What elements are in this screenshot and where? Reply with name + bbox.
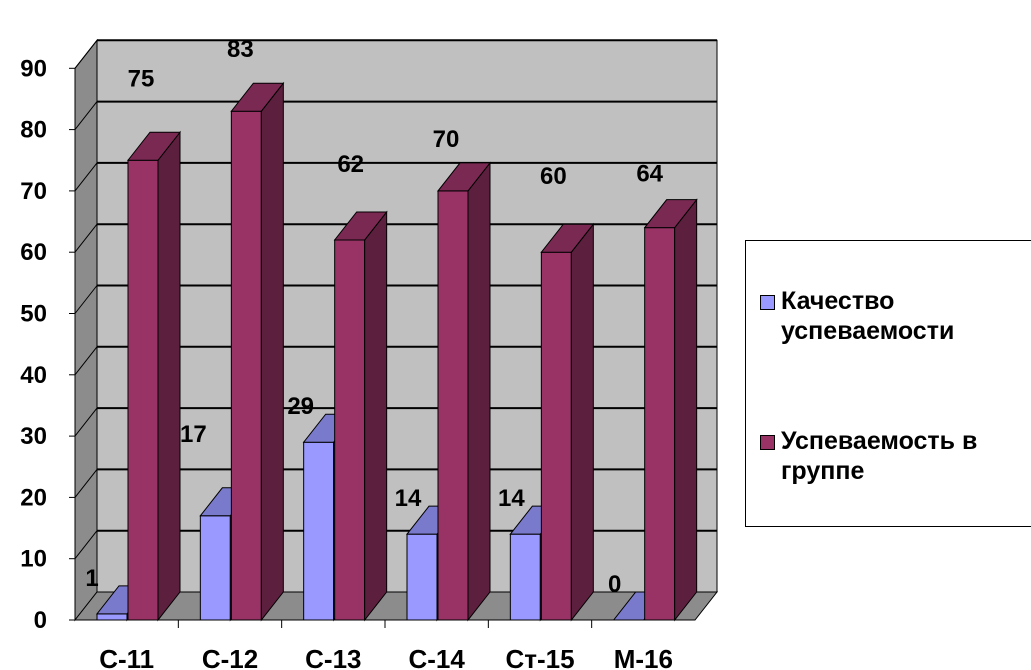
bar-side	[157, 130, 181, 622]
data-label: 60	[540, 163, 567, 190]
y-tick-label: 80	[20, 117, 47, 144]
gridline-side	[74, 223, 98, 253]
bar-top	[333, 211, 388, 241]
bar-front	[127, 159, 159, 621]
bar	[230, 81, 285, 622]
bar	[126, 130, 182, 622]
bar-top	[436, 162, 492, 192]
bar-front	[96, 613, 128, 621]
bar-side	[570, 222, 594, 622]
bar-front	[230, 110, 262, 621]
bar-side	[467, 161, 491, 622]
bar	[436, 161, 492, 622]
legend-swatch-performance	[760, 435, 775, 450]
y-tick-label: 30	[20, 423, 47, 450]
y-tick-label: 50	[20, 301, 47, 328]
labels: 0 10 20 30 40 50 60 70 80 90 1 75 С-11 17 83 С-12 29 62 С-…	[20, 36, 673, 670]
bar-top	[230, 82, 285, 112]
data-label: 17	[180, 421, 207, 448]
bar	[643, 198, 698, 622]
data-label: 75	[128, 65, 155, 92]
y-tick-label: 20	[20, 484, 47, 511]
gridlines	[74, 39, 717, 560]
data-label: 0	[608, 571, 621, 598]
legend-label-quality: Качество успеваемости	[781, 287, 955, 345]
bar-front	[334, 239, 366, 621]
data-label: 62	[337, 151, 364, 178]
legend-label-performance: Успеваемость в группе	[781, 427, 978, 485]
y-tick-label: 0	[34, 607, 47, 634]
x-tick-label: С-12	[202, 644, 258, 670]
bar	[540, 222, 595, 622]
bar-top	[540, 223, 595, 253]
bar-front	[644, 227, 676, 621]
x-tick-label: С-14	[408, 644, 465, 670]
gridline-side	[74, 285, 98, 314]
y-tick-label: 70	[20, 178, 47, 205]
bar-top	[126, 131, 182, 161]
bar-side	[260, 81, 284, 622]
side-wall	[74, 38, 98, 622]
bar-side	[364, 210, 388, 622]
gridline-side	[74, 530, 98, 560]
x-tick-label: М-16	[614, 644, 673, 670]
data-label: 14	[395, 485, 422, 512]
bar-top	[643, 199, 698, 229]
data-label: 1	[85, 565, 98, 592]
gridline-side	[74, 407, 98, 437]
x-tick-label: С-11	[99, 644, 154, 670]
legend-item-performance: Успеваемость в группе	[760, 426, 1031, 486]
bars	[95, 81, 698, 622]
data-label: 64	[636, 161, 663, 188]
bar-front	[406, 533, 438, 621]
bar-front	[509, 533, 541, 621]
bar-front	[540, 251, 572, 621]
axes	[69, 67, 695, 628]
legend-swatch-quality	[760, 295, 775, 310]
bar	[333, 210, 388, 622]
bar-front	[437, 190, 469, 621]
x-tick-label: Ст-15	[505, 644, 574, 670]
bar-side	[674, 198, 698, 622]
y-tick-label: 10	[20, 546, 47, 573]
legend: Качество успеваемости Успеваемость в гру…	[745, 240, 1031, 527]
gridline-side	[74, 162, 98, 192]
bar-front	[303, 441, 335, 621]
gridline-side	[74, 101, 98, 130]
y-tick-label: 90	[20, 55, 47, 82]
legend-item-quality: Качество успеваемости	[760, 286, 1031, 346]
back-wall	[96, 39, 718, 593]
data-label: 14	[498, 485, 525, 512]
y-tick-label: 60	[20, 239, 47, 266]
data-label: 83	[227, 36, 254, 63]
data-label: 70	[433, 126, 460, 153]
gridline-side	[74, 346, 98, 376]
gridline-side	[74, 39, 98, 69]
data-label: 29	[287, 393, 314, 420]
gridline-side	[74, 469, 98, 498]
bar-front	[199, 515, 231, 621]
x-tick-label: С-13	[305, 644, 361, 670]
y-tick-label: 40	[20, 362, 47, 389]
